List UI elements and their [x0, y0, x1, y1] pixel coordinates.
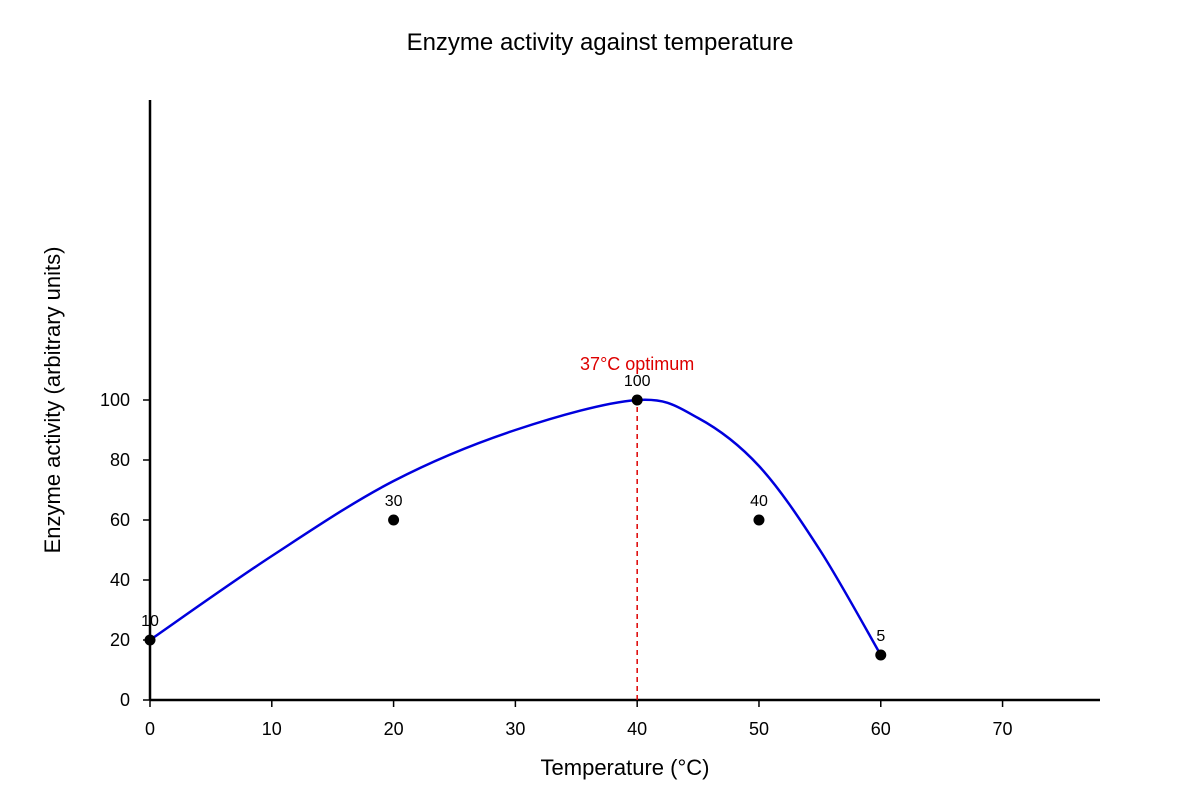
y-tick-label: 0 — [120, 690, 130, 710]
data-point — [753, 514, 765, 526]
y-tick-label: 80 — [110, 450, 130, 470]
x-tick-label: 30 — [505, 719, 525, 739]
data-label: 100 — [624, 373, 651, 390]
data-point — [144, 634, 156, 646]
data-label: 30 — [385, 493, 403, 510]
x-tick-label: 60 — [871, 719, 891, 739]
x-tick-label: 40 — [627, 719, 647, 739]
y-tick-label: 40 — [110, 570, 130, 590]
data-point — [388, 514, 400, 526]
y-tick-label: 60 — [110, 510, 130, 530]
data-label: 5 — [876, 628, 885, 645]
data-points: 10 30 100 40 5 — [141, 373, 887, 661]
fit-curve — [149, 398, 882, 656]
y-ticks: 0 20 40 60 80 100 — [100, 390, 150, 710]
x-tick-label: 20 — [384, 719, 404, 739]
x-tick-label: 50 — [749, 719, 769, 739]
data-label: 10 — [141, 613, 159, 630]
y-tick-label: 20 — [110, 630, 130, 650]
x-tick-label: 10 — [262, 719, 282, 739]
data-point — [631, 394, 643, 406]
y-tick-label: 100 — [100, 390, 130, 410]
y-axis-label: Enzyme activity (arbitrary units) — [40, 247, 65, 554]
chart-title: Enzyme activity against temperature — [407, 29, 794, 56]
x-tick-label: 70 — [993, 719, 1013, 739]
optimum-annotation: 37°C optimum — [580, 354, 694, 374]
x-axis-label: Temperature (°C) — [541, 755, 710, 780]
data-point — [875, 649, 887, 661]
x-tick-label: 0 — [145, 719, 155, 739]
data-label: 40 — [750, 493, 768, 510]
x-ticks: 0 10 20 30 40 50 60 70 — [145, 700, 1013, 739]
